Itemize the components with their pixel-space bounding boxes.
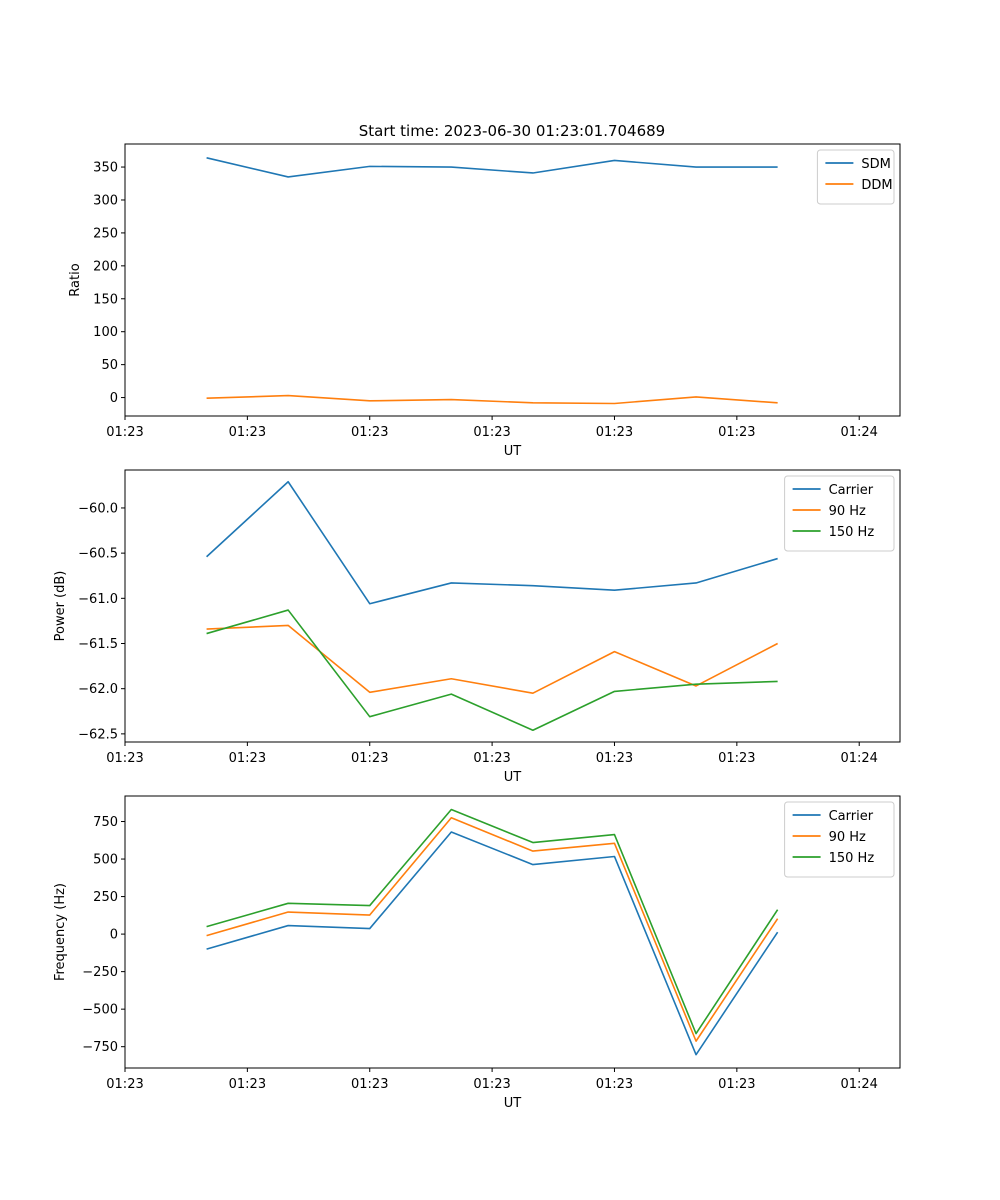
legend-label-1-2: DDM bbox=[861, 178, 892, 193]
plot-frame-1 bbox=[124, 143, 901, 417]
y-tick-label-2-3: −61.5 bbox=[78, 637, 118, 652]
y-tick-label-1-4: 150 bbox=[93, 292, 118, 307]
x-tick-label-1-1: 01:23 bbox=[106, 425, 143, 440]
y-tick-label-1-1: 0 bbox=[110, 391, 118, 406]
series-line-1-1 bbox=[206, 157, 778, 178]
plot-frame-3 bbox=[124, 795, 901, 1069]
x-tick-label-1-3: 01:23 bbox=[351, 425, 388, 440]
legend-label-1-1: SDM bbox=[861, 157, 890, 172]
x-axis-label-3: UT bbox=[504, 1096, 522, 1111]
legend-label-3-3: 150 Hz bbox=[829, 851, 875, 866]
y-tick-label-1-7: 300 bbox=[93, 193, 118, 208]
subplot-2: 01:23 01:23 01:23 01:23 01:23 01:23 01:24 −62.5… bbox=[53, 469, 901, 785]
x-axis-label-2: UT bbox=[504, 770, 522, 785]
legend-label-3-2: 90 Hz bbox=[829, 830, 866, 845]
legend-label-2-2: 90 Hz bbox=[829, 504, 866, 519]
subplots: 01:23 01:23 01:23 01:23 01:23 01:23 01:24 0 50 10… bbox=[53, 143, 901, 1111]
x-tick-label-1-6: 01:23 bbox=[718, 425, 755, 440]
subplot-3: 01:23 01:23 01:23 01:23 01:23 01:23 01:24 −750 −… bbox=[53, 795, 901, 1111]
x-tick-label-3-3: 01:23 bbox=[351, 1077, 388, 1092]
x-tick-label-1-4: 01:23 bbox=[473, 425, 510, 440]
series-line-3-2 bbox=[206, 816, 779, 1042]
y-tick-label-1-6: 250 bbox=[93, 226, 118, 241]
x-tick-label-2-3: 01:23 bbox=[351, 751, 388, 766]
legend-box-2 bbox=[784, 475, 895, 552]
series-line-2-3 bbox=[206, 609, 778, 732]
y-tick-label-2-1: −62.5 bbox=[78, 727, 118, 742]
x-tick-label-2-4: 01:23 bbox=[473, 751, 510, 766]
x-tick-label-2-6: 01:23 bbox=[718, 751, 755, 766]
y-tick-label-3-6: 500 bbox=[93, 853, 118, 868]
legend-3: Carrier 90 Hz 150 Hz bbox=[784, 801, 895, 878]
y-tick-label-3-5: 250 bbox=[93, 890, 118, 905]
x-axis-label-1: UT bbox=[504, 444, 522, 459]
series-line-2-1 bbox=[206, 480, 778, 605]
legend-label-2-1: Carrier bbox=[829, 483, 874, 498]
y-tick-label-3-7: 750 bbox=[93, 815, 118, 830]
x-tick-label-3-6: 01:23 bbox=[718, 1077, 755, 1092]
y-tick-label-1-8: 350 bbox=[93, 161, 118, 176]
y-tick-label-2-4: −61.0 bbox=[78, 592, 118, 607]
x-tick-label-2-7: 01:24 bbox=[840, 751, 877, 766]
y-tick-label-1-2: 50 bbox=[101, 358, 118, 373]
x-tick-label-3-7: 01:24 bbox=[840, 1077, 877, 1092]
x-tick-label-2-1: 01:23 bbox=[106, 751, 143, 766]
y-tick-label-3-4: 0 bbox=[110, 928, 118, 943]
y-tick-label-2-2: −62.0 bbox=[78, 682, 118, 697]
series-line-2-2 bbox=[206, 624, 778, 695]
legend-label-3-1: Carrier bbox=[829, 809, 874, 824]
legend-box-3 bbox=[784, 801, 895, 878]
series-line-3-1 bbox=[206, 831, 779, 1056]
y-tick-label-3-1: −750 bbox=[82, 1040, 118, 1055]
y-tick-label-3-3: −250 bbox=[82, 965, 118, 980]
x-tick-label-3-4: 01:23 bbox=[473, 1077, 510, 1092]
series-line-1-2 bbox=[206, 394, 778, 405]
x-tick-label-1-2: 01:23 bbox=[229, 425, 266, 440]
figure-title: Start time: 2023-06-30 01:23:01.704689 bbox=[359, 122, 665, 140]
legend-1: SDM DDM bbox=[816, 149, 895, 205]
y-tick-label-2-5: −60.5 bbox=[78, 547, 118, 562]
y-tick-label-1-5: 200 bbox=[93, 259, 118, 274]
x-tick-label-1-5: 01:23 bbox=[596, 425, 633, 440]
legend-label-2-3: 150 Hz bbox=[829, 525, 875, 540]
x-tick-label-3-5: 01:23 bbox=[596, 1077, 633, 1092]
y-axis-label-1: Ratio bbox=[68, 263, 83, 296]
y-tick-label-1-3: 100 bbox=[93, 325, 118, 340]
y-axis-label-2: Power (dB) bbox=[53, 571, 68, 642]
x-tick-label-3-1: 01:23 bbox=[106, 1077, 143, 1092]
subplot-1: 01:23 01:23 01:23 01:23 01:23 01:23 01:24 0 50 10… bbox=[68, 143, 901, 459]
y-axis-label-3: Frequency (Hz) bbox=[53, 883, 68, 981]
x-tick-label-1-7: 01:24 bbox=[840, 425, 877, 440]
y-tick-label-2-6: −60.0 bbox=[78, 501, 118, 516]
y-tick-label-3-2: −500 bbox=[82, 1003, 118, 1018]
series-line-3-3 bbox=[206, 808, 779, 1035]
x-tick-label-2-2: 01:23 bbox=[229, 751, 266, 766]
legend-2: Carrier 90 Hz 150 Hz bbox=[784, 475, 895, 552]
x-tick-label-2-5: 01:23 bbox=[596, 751, 633, 766]
x-tick-label-3-2: 01:23 bbox=[229, 1077, 266, 1092]
plot-frame-2 bbox=[124, 469, 901, 743]
